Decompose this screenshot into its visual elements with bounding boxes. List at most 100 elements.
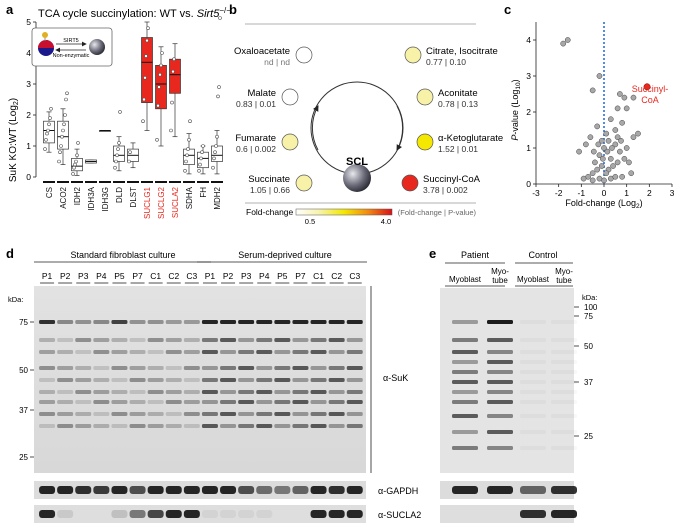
e-suk-bands: [452, 320, 577, 450]
box-idh2: [71, 158, 83, 172]
metabolite-stats: 1.05 | 0.66: [250, 185, 290, 195]
data-point: [144, 54, 148, 58]
band: [551, 338, 577, 342]
data-point: [46, 128, 50, 133]
kda-label-e: kDa:: [582, 293, 597, 302]
data-point: [564, 37, 571, 43]
panel-a-boxplot: SuK KO:WT (Log2) 0 1 2 3 4 5 CS ACO2 IDH2 IDH3A I…: [8, 16, 223, 219]
band: [57, 400, 74, 404]
data-point: [630, 94, 637, 101]
data-point: [580, 175, 587, 182]
category-label: CS: [45, 187, 54, 198]
data-point: [623, 145, 630, 151]
colorbar-note: (Fold-change | P-value): [398, 208, 477, 217]
band: [551, 380, 577, 384]
data-point: [160, 51, 164, 55]
band: [57, 412, 74, 416]
mw-markers-d: 75 50 37 25: [19, 318, 34, 462]
band: [129, 378, 146, 382]
band: [57, 390, 74, 394]
band: [452, 390, 478, 394]
lane-patient-myotube-1: Myo-: [491, 267, 509, 276]
band: [129, 338, 146, 342]
data-point: [60, 134, 64, 139]
band: [328, 320, 345, 324]
metabolite-stats: 0.78 | 0.13: [438, 99, 478, 109]
band: [346, 378, 363, 382]
data-point: [158, 72, 162, 77]
category-label: IDH2: [73, 186, 82, 205]
band: [551, 360, 577, 364]
data-point: [214, 144, 218, 148]
band: [201, 350, 218, 354]
panel-a-boxes: [43, 16, 223, 183]
data-point: [617, 148, 623, 155]
sucla2-band: [551, 510, 577, 518]
category-label: MDH2: [213, 186, 222, 209]
data-point: [155, 138, 159, 142]
metabolite-name: Malate: [247, 88, 276, 99]
data-point: [62, 122, 66, 127]
lane-label: P3: [78, 271, 89, 281]
scl-label: SCL: [346, 156, 368, 168]
band: [452, 370, 478, 374]
gapdh-band: [165, 486, 182, 494]
band: [220, 412, 237, 416]
band: [452, 360, 478, 364]
band: [147, 400, 164, 404]
band: [274, 400, 291, 404]
band: [292, 378, 309, 382]
metabolite-circle: [281, 133, 299, 151]
metabolite-stats: 3.78 | 0.002: [423, 185, 468, 195]
data-point: [560, 40, 567, 47]
band: [310, 320, 327, 324]
band: [111, 378, 128, 382]
data-point: [58, 150, 62, 154]
gapdh-band: [238, 486, 255, 494]
metabolite-circle: [281, 88, 299, 106]
kda-label-d: kDa:: [8, 295, 23, 304]
y-tick-label: 4: [526, 35, 531, 45]
data-point: [596, 175, 603, 182]
data-point: [187, 138, 191, 142]
colorbar-min: 0.5: [305, 217, 315, 226]
band: [165, 412, 182, 416]
data-point: [59, 144, 63, 148]
gapdh-band: [57, 486, 74, 494]
band: [310, 378, 327, 382]
band: [111, 390, 128, 394]
data-point: [604, 148, 611, 155]
metabolite-name: Citrate, Isocitrate: [426, 46, 498, 57]
highlight-label-1: Succinyl-: [632, 84, 669, 94]
band: [75, 412, 92, 416]
data-point: [594, 166, 601, 173]
band: [487, 430, 513, 434]
band: [487, 400, 513, 404]
e-gapdh-bands: [452, 486, 577, 494]
band: [129, 350, 146, 354]
gapdh-band: [487, 486, 513, 494]
band: [256, 424, 273, 428]
band: [165, 424, 182, 428]
mw-marker: 25: [584, 432, 593, 441]
data-point: [128, 150, 132, 154]
band: [292, 412, 309, 416]
metabolite-stats: 0.77 | 0.10: [426, 57, 466, 67]
mw-marker: 37: [584, 378, 593, 387]
gapdh-band: [292, 486, 309, 494]
gapdh-band: [111, 486, 128, 494]
band: [183, 412, 200, 416]
band: [328, 338, 345, 342]
x-tick-label: 2: [647, 188, 652, 198]
sucla2-band: [147, 510, 164, 518]
band: [520, 414, 546, 418]
data-point: [172, 57, 176, 62]
highlight-label-2: CoA: [641, 95, 659, 105]
band: [75, 378, 92, 382]
category-label: SDHA: [185, 186, 194, 209]
data-point: [598, 137, 605, 144]
data-point: [72, 165, 76, 170]
band: [201, 424, 218, 428]
data-point: [169, 128, 173, 133]
